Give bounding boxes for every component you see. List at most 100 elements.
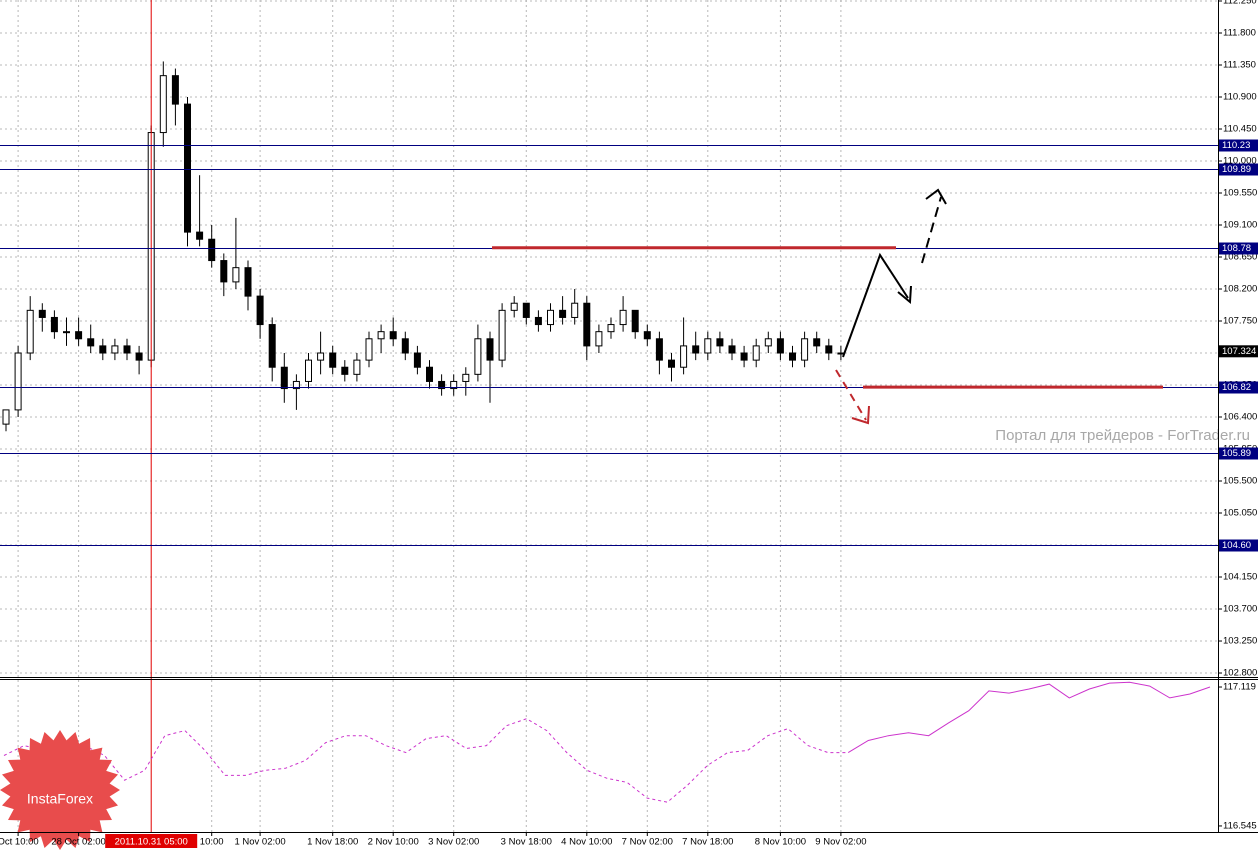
y-tick-label: 108.650	[1223, 252, 1257, 263]
candle-body	[474, 338, 482, 375]
y-tick-label: 108.200	[1223, 284, 1257, 295]
candle-body	[801, 338, 809, 361]
arrow-head	[851, 405, 870, 425]
level-label: 108.78	[1222, 243, 1251, 254]
candle-body	[389, 331, 397, 340]
x-tick-label: 9 Nov 02:00	[815, 837, 866, 848]
y-tick-label: 117.119	[1223, 682, 1256, 693]
candle-body	[522, 302, 530, 318]
candle-body	[668, 359, 675, 368]
candle-body	[14, 352, 22, 411]
candle-body	[135, 352, 143, 361]
level-label-box	[1219, 139, 1258, 152]
candle-body	[486, 338, 494, 361]
forecast-arrows	[835, 188, 947, 425]
candle-body	[2, 409, 10, 425]
crosshair-label: 2011.10.31 05:00	[115, 837, 188, 848]
arrow-head	[897, 285, 912, 305]
candle-body	[377, 331, 385, 340]
y-tick-label: 103.700	[1223, 604, 1257, 615]
level-label: 106.82	[1222, 382, 1251, 393]
logo-text: InstaForex	[27, 791, 93, 807]
level-label: 105.89	[1222, 448, 1251, 459]
y-tick-label: 110.000	[1223, 156, 1257, 167]
y-tick-label: 109.550	[1223, 188, 1257, 199]
x-tick-label: 7 Nov 18:00	[682, 837, 733, 848]
candle-body	[353, 359, 361, 375]
candle-body	[752, 345, 760, 361]
y-tick-label: 110.450	[1223, 124, 1257, 135]
level-label-box	[1219, 242, 1258, 255]
level-label: 109.89	[1222, 164, 1251, 175]
y-tick-label: 109.100	[1223, 220, 1257, 231]
candle-body	[305, 359, 312, 382]
y-tick-label: 107.750	[1223, 316, 1257, 327]
candle-body	[292, 380, 300, 390]
candle-body	[401, 338, 409, 354]
level-label: 110.23	[1222, 140, 1250, 151]
x-tick-label: 3 Nov 18:00	[501, 837, 552, 848]
candle-body	[329, 352, 337, 368]
crosshair-label-box	[105, 834, 198, 848]
candle-body	[184, 103, 191, 233]
candle-body	[341, 366, 349, 375]
candle-body	[111, 345, 119, 354]
level-label-box	[1219, 381, 1258, 394]
x-tick-label: 8 Nov 10:00	[755, 837, 806, 848]
candle-body	[643, 331, 651, 340]
indicator-line	[847, 681, 1211, 754]
candle-body	[607, 324, 615, 333]
candle-body	[547, 309, 554, 326]
candle-body	[232, 267, 240, 283]
candle-body	[619, 309, 627, 326]
candle-body	[534, 316, 542, 326]
candle-body	[583, 302, 591, 347]
candle-body	[728, 345, 736, 354]
candle-body	[595, 331, 603, 347]
y-tick-label: 111.350	[1223, 60, 1256, 71]
candle-body	[498, 309, 506, 361]
candle-body	[510, 302, 518, 311]
candle-body	[559, 309, 567, 318]
watermark: Портал для трейдеров - ForTrader.ru	[995, 427, 1250, 444]
arrow-dashed-up	[921, 196, 942, 264]
x-tick-label: 7 Nov 02:00	[622, 837, 673, 848]
candle-body	[317, 352, 325, 361]
last-price-label: 107.324	[1222, 346, 1256, 357]
level-label: 104.60	[1222, 540, 1251, 551]
candle-body	[123, 345, 131, 354]
level-label-box	[1219, 447, 1258, 460]
candle-body	[740, 352, 748, 361]
candle-body	[26, 309, 34, 354]
candle-body	[776, 338, 784, 354]
y-tick-label: 105.050	[1223, 508, 1257, 519]
candle-body	[571, 302, 579, 318]
x-tick-label: 3 Nov 02:00	[428, 837, 479, 848]
logo: InstaForex	[0, 730, 120, 850]
candle-body	[692, 345, 700, 354]
candle-body	[38, 309, 46, 318]
candle-body	[220, 260, 228, 283]
y-tick-label: 116.545	[1223, 820, 1257, 831]
candle-body	[365, 338, 373, 361]
candle-body	[462, 373, 470, 382]
x-tick-label: 2 Nov 10:00	[368, 837, 419, 848]
candle-body	[837, 352, 845, 355]
y-tick-label: 110.900	[1223, 92, 1257, 103]
logo-badge	[0, 730, 120, 850]
candle-body	[244, 267, 252, 297]
candle-body	[450, 380, 458, 390]
candle-body	[268, 324, 276, 368]
candle-body	[825, 345, 833, 354]
candle-body	[75, 331, 83, 340]
candle-body	[50, 316, 58, 333]
level-label-box	[1219, 163, 1258, 176]
y-tick-label: 105.500	[1223, 476, 1257, 487]
y-tick-label: 112.250	[1223, 0, 1257, 7]
candle-body	[655, 338, 663, 361]
candle-body	[256, 295, 264, 326]
candle-body	[171, 75, 179, 105]
